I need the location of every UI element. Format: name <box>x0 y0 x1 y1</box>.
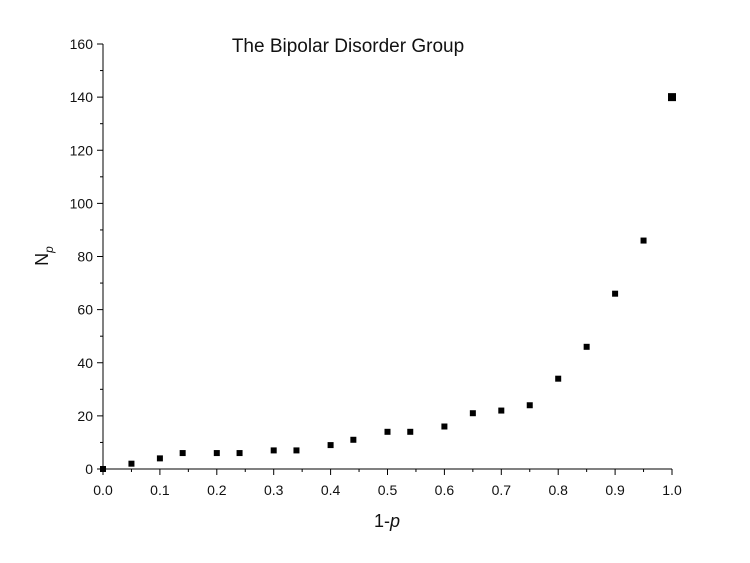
x-tick-label: 0.8 <box>548 482 568 498</box>
data-point <box>128 460 135 467</box>
data-point <box>270 447 277 454</box>
x-tick-label: 0.1 <box>150 482 170 498</box>
data-point <box>293 447 300 454</box>
x-tick-label: 1.0 <box>662 482 682 498</box>
x-axis-title-main: 1- <box>374 511 390 531</box>
data-point <box>555 375 562 382</box>
x-tick-label: 0.3 <box>264 482 284 498</box>
data-point <box>640 237 647 244</box>
data-point <box>612 290 619 297</box>
y-axis-title: Np <box>32 246 56 266</box>
y-tick-label: 120 <box>70 142 94 158</box>
data-point <box>407 428 414 435</box>
x-tick-label: 0.9 <box>605 482 625 498</box>
data-point <box>498 407 505 414</box>
x-axis-title-italic: p <box>389 511 400 531</box>
data-point <box>156 455 163 462</box>
data-point <box>583 343 590 350</box>
data-point <box>526 402 533 409</box>
y-ticks: 0 20 40 60 80 100 120 140 160 <box>70 36 103 477</box>
data-point <box>384 428 391 435</box>
x-axis-title: 1-p <box>374 511 400 531</box>
x-tick-label: 0.6 <box>435 482 455 498</box>
data-point <box>469 410 476 417</box>
data-point <box>327 442 334 449</box>
data-points <box>100 93 676 472</box>
data-point <box>350 436 357 443</box>
y-tick-label: 80 <box>77 249 93 265</box>
y-tick-label: 100 <box>70 195 94 211</box>
axes <box>102 44 672 470</box>
data-point <box>236 450 243 457</box>
y-axis-title-sub: p <box>42 246 56 254</box>
x-tick-label: 0.4 <box>321 482 341 498</box>
data-point <box>179 450 186 457</box>
chart-title: The Bipolar Disorder Group <box>232 36 464 57</box>
y-tick-label: 0 <box>85 461 93 477</box>
data-point <box>100 466 106 472</box>
x-tick-label: 0.7 <box>492 482 512 498</box>
data-point <box>668 93 676 102</box>
y-tick-label: 20 <box>77 408 93 424</box>
data-point <box>441 423 448 430</box>
x-ticks: 0.0 0.1 0.2 0.3 0.4 0.5 0.6 0.7 0.8 0.9 1.0 <box>93 469 682 498</box>
y-tick-label: 160 <box>70 36 94 52</box>
x-tick-label: 0.5 <box>378 482 398 498</box>
y-tick-label: 60 <box>77 302 93 318</box>
x-tick-label: 0.0 <box>93 482 113 498</box>
y-tick-label: 40 <box>77 355 93 371</box>
y-tick-label: 140 <box>70 89 94 105</box>
x-tick-label: 0.2 <box>207 482 227 498</box>
y-axis-title-main: N <box>32 253 52 266</box>
data-point <box>213 450 220 457</box>
